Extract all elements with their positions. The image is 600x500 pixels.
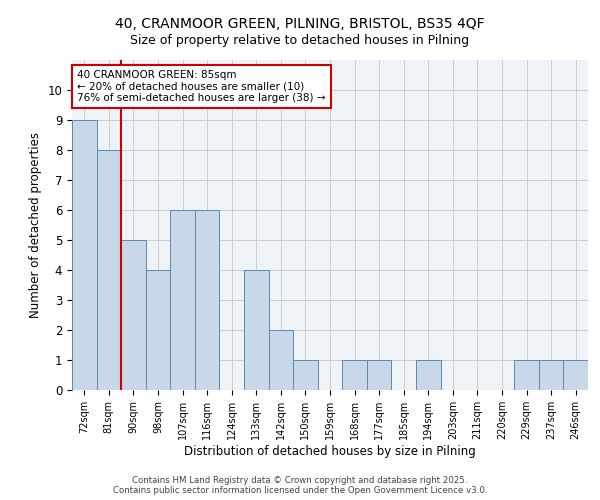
Bar	[121, 240, 146, 390]
Bar	[72, 120, 97, 390]
Text: 40 CRANMOOR GREEN: 85sqm
← 20% of detached houses are smaller (10)
76% of semi-d: 40 CRANMOOR GREEN: 85sqm ← 20% of detach…	[77, 70, 326, 103]
Bar	[244, 270, 269, 390]
Bar	[514, 360, 539, 390]
Bar	[563, 360, 588, 390]
Text: Size of property relative to detached houses in Pilning: Size of property relative to detached ho…	[130, 34, 470, 47]
Bar	[539, 360, 563, 390]
Y-axis label: Number of detached properties: Number of detached properties	[29, 132, 42, 318]
Bar	[293, 360, 318, 390]
Bar	[342, 360, 367, 390]
Bar	[97, 150, 121, 390]
Bar	[170, 210, 195, 390]
Bar	[269, 330, 293, 390]
Text: 40, CRANMOOR GREEN, PILNING, BRISTOL, BS35 4QF: 40, CRANMOOR GREEN, PILNING, BRISTOL, BS…	[115, 18, 485, 32]
Text: Contains HM Land Registry data © Crown copyright and database right 2025.
Contai: Contains HM Land Registry data © Crown c…	[113, 476, 487, 495]
Bar	[416, 360, 440, 390]
Bar	[195, 210, 220, 390]
X-axis label: Distribution of detached houses by size in Pilning: Distribution of detached houses by size …	[184, 444, 476, 458]
Bar	[146, 270, 170, 390]
Bar	[367, 360, 391, 390]
